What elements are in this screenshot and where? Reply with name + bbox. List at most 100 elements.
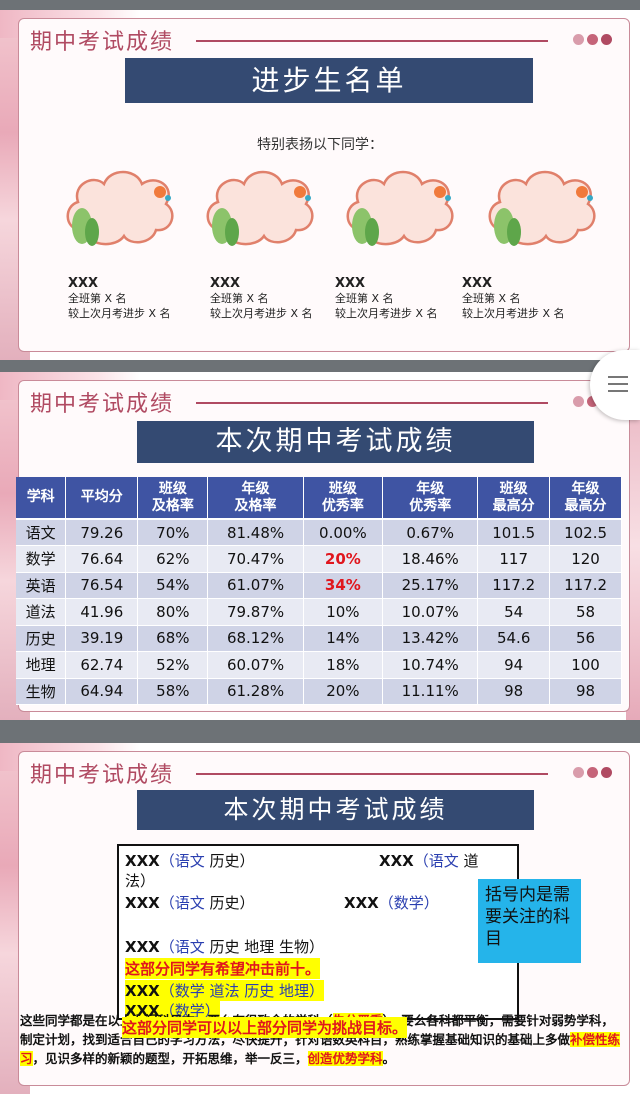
table-cell: 58% (137, 678, 209, 705)
table-cell: 79.87% (207, 598, 304, 626)
table-cell: 102.5 (549, 519, 622, 546)
student-progress: 较上次月考进步 X 名 (335, 307, 438, 320)
table-cell: 117.2 (477, 572, 551, 599)
student-progress: 较上次月考进步 X 名 (68, 307, 171, 320)
cloud-frame-1 (60, 160, 180, 252)
focus-line: 法） (125, 872, 156, 890)
column-header: 班级 优秀率 (303, 477, 384, 520)
table-cell: 54.6 (477, 625, 551, 652)
student-card-3: XXX 全班第 X 名 较上次月考进步 X 名 (335, 276, 438, 321)
header-divider (196, 402, 548, 404)
table-row: 数学 76.64 62% 70.47% 20% 18.46% 117 120 (16, 545, 622, 573)
table-cell: 61.07% (207, 572, 304, 599)
table-cell: 81.48% (207, 519, 304, 546)
column-header: 年级 及格率 (207, 477, 304, 520)
slide-banner: 进步生名单 (125, 58, 533, 103)
table-cell: 117.2 (549, 572, 622, 599)
slide-banner: 本次期中考试成绩 (137, 421, 534, 463)
student-card-1: XXX 全班第 X 名 较上次月考进步 X 名 (68, 276, 171, 321)
table-cell: 117 (477, 545, 551, 573)
table-cell: 18.46% (382, 545, 479, 573)
table-row: 道法 41.96 80% 79.87% 10% 10.07% 54 58 (16, 598, 622, 626)
table-cell: 20% (303, 678, 384, 705)
student-name: XXX (335, 276, 366, 291)
student-name: XXX (462, 276, 493, 291)
table-cell: 54 (477, 598, 551, 626)
table-cell: 数学 (16, 545, 67, 573)
cloud-frame-4 (482, 160, 602, 252)
table-header-row: 学科 平均分 班级 及格率 年级 及格率 班级 优秀率 年级 优秀率 班级 最高分 年级最… (16, 477, 622, 520)
table-cell: 80% (137, 598, 209, 626)
table-cell: 39.19 (65, 625, 139, 652)
table-cell: 11.11% (382, 678, 479, 705)
header-dots (573, 34, 612, 45)
side-menu-handle[interactable] (590, 350, 640, 420)
table-cell: 54% (137, 572, 209, 599)
note-callout: 括号内是需要关注的科目 (478, 879, 581, 963)
table-cell: 10.07% (382, 598, 479, 626)
table-row: 历史 39.19 68% 68.12% 14% 13.42% 54.6 56 (16, 625, 622, 652)
slide-score-table: 期中考试成绩 本次期中考试成绩 学科 平均分 班级 及格率 年级 及格率 班级 优秀率… (0, 372, 640, 720)
table-cell: 70% (137, 519, 209, 546)
table-cell: 68% (137, 625, 209, 652)
table-cell: 94 (477, 651, 551, 679)
header-divider (196, 40, 548, 42)
table-cell: 98 (477, 678, 551, 705)
student-progress: 较上次月考进步 X 名 (462, 307, 565, 320)
table-cell: 18% (303, 651, 384, 679)
table-cell: 历史 (16, 625, 67, 652)
column-header: 年级 优秀率 (382, 477, 479, 520)
table-cell: 61.28% (207, 678, 304, 705)
table-cell: 56 (549, 625, 622, 652)
focus-line: XXX（语文 历史 地理 生物） (125, 938, 325, 956)
student-rank: 全班第 X 名 (335, 292, 394, 305)
focus-line-highlight: 这部分同学可以以上部分同学为挑战目标。 (122, 1017, 408, 1038)
header-dots (573, 767, 612, 778)
student-name: XXX (68, 276, 99, 291)
table-cell: 13.42% (382, 625, 479, 652)
student-name: XXX (210, 276, 241, 291)
table-cell: 100 (549, 651, 622, 679)
column-header: 学科 (16, 477, 67, 520)
table-cell: 101.5 (477, 519, 551, 546)
student-rank: 全班第 X 名 (210, 292, 269, 305)
slide-header-title: 期中考试成绩 (30, 392, 175, 417)
student-card-2: XXX 全班第 X 名 较上次月考进步 X 名 (210, 276, 313, 321)
table-cell: 0.00% (303, 519, 384, 546)
table-cell: 120 (549, 545, 622, 573)
focus-line: XXX（语文 道 (379, 852, 479, 870)
table-row: 地理 62.74 52% 60.07% 18% 10.74% 94 100 (16, 651, 622, 679)
column-header: 班级 最高分 (477, 477, 551, 520)
table-cell: 76.64 (65, 545, 139, 573)
focus-line: XXX（数学 道法 历史 地理） (125, 980, 325, 1001)
table-cell: 25.17% (382, 572, 479, 599)
focus-line: XXX（语文 历史） (125, 894, 255, 912)
table-cell: 62.74 (65, 651, 139, 679)
table-cell: 98 (549, 678, 622, 705)
table-cell: 道法 (16, 598, 67, 626)
cloud-frame-2 (200, 160, 320, 252)
student-focus-textbox: XXX（语文 历史） XXX（语文 道 法） XXX（语文 历史） XXX（数学… (117, 844, 519, 1021)
table-row: 语文 79.26 70% 81.48% 0.00% 0.67% 101.5 102.5 (16, 519, 622, 546)
slide-header-title: 期中考试成绩 (30, 30, 175, 55)
slide-banner: 本次期中考试成绩 (137, 790, 534, 830)
column-header: 平均分 (65, 477, 139, 520)
table-cell: 68.12% (207, 625, 304, 652)
focus-line: XXX（语文 历史） (125, 852, 255, 870)
table-cell: 10.74% (382, 651, 479, 679)
table-cell: 62% (137, 545, 209, 573)
column-header: 班级 及格率 (137, 477, 209, 520)
focus-line-highlight: 这部分同学有希望冲击前十。 (125, 958, 321, 979)
focus-line: XXX（数学） (344, 894, 439, 912)
table-cell: 生物 (16, 678, 67, 705)
slide-focus-students: 期中考试成绩 本次期中考试成绩 XXX（语文 历史） XXX（语文 道 法） X… (0, 743, 640, 1094)
table-cell: 64.94 (65, 678, 139, 705)
table-cell: 地理 (16, 651, 67, 679)
focus-line: XXX（数学） (125, 1000, 220, 1021)
table-cell: 60.07% (207, 651, 304, 679)
table-cell: 79.26 (65, 519, 139, 546)
table-row: 英语 76.54 54% 61.07% 34% 25.17% 117.2 117.2 (16, 572, 622, 599)
table-cell: 76.54 (65, 572, 139, 599)
table-cell: 52% (137, 651, 209, 679)
table-cell: 70.47% (207, 545, 304, 573)
